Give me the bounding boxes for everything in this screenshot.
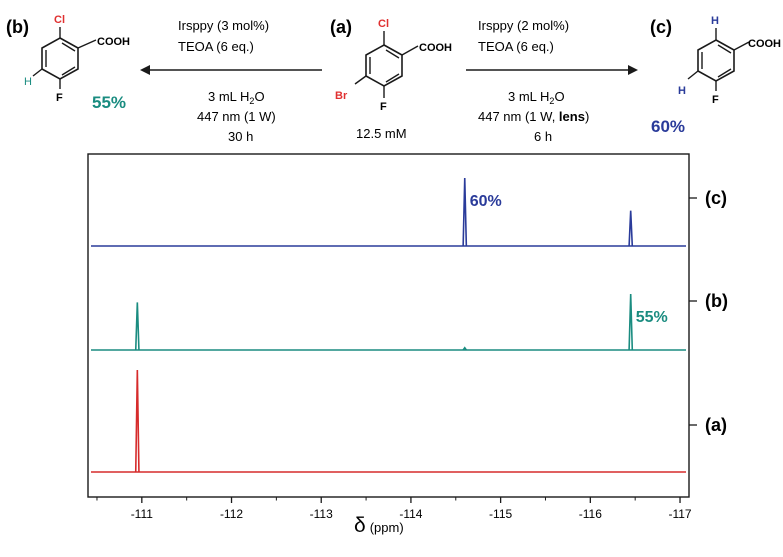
chlorine-atom-b: Cl <box>54 14 65 26</box>
series-label: (b) <box>705 291 728 311</box>
fluorine-atom-b: F <box>56 92 63 104</box>
left-catalyst: Irsppy (3 mol%) <box>178 18 269 33</box>
x-axis-label: δ (ppm) <box>354 514 404 537</box>
fluorine-atom-a: F <box>380 101 387 113</box>
plot-frame <box>87 153 690 498</box>
right-catalyst: Irsppy (2 mol%) <box>478 18 569 33</box>
peak-annotations: 60% 55% <box>470 193 668 326</box>
benzene-ring-a <box>365 44 403 87</box>
right-reaction-arrow: Irsppy (2 mol%) TEOA (6 eq.) 3 mL H2O 44… <box>466 18 638 144</box>
fluorine-atom-c: F <box>712 94 719 106</box>
peak-yield-annotation: 60% <box>470 193 502 210</box>
hydrogen-atom-b: H <box>24 76 32 88</box>
right-solvent: 3 mL H2O <box>508 89 565 106</box>
series-label: (c) <box>705 188 727 208</box>
benzene-ring-b <box>41 37 79 80</box>
spectrum-a <box>91 369 686 473</box>
hydrogen-atom-c-left: H <box>678 85 686 97</box>
left-reagent: TEOA (6 eq.) <box>178 39 254 54</box>
x-tick-label: -114 <box>399 507 422 521</box>
compound-b: (b) Cl COOH H F 55% <box>6 14 130 112</box>
compound-b-label: (b) <box>6 17 29 37</box>
right-time: 6 h <box>534 129 552 144</box>
spectrum-b <box>91 293 686 351</box>
carboxyl-group-b: COOH <box>97 36 130 48</box>
spectrum-traces <box>91 177 686 473</box>
compound-a: (a) Cl COOH Br F 12.5 mM <box>330 17 452 141</box>
left-reaction-arrow: Irsppy (3 mol%) TEOA (6 eq.) 3 mL H2O 44… <box>140 18 322 144</box>
carboxyl-group-c: COOH <box>748 38 781 50</box>
series-label-axis: (c) (b) (a) <box>689 188 728 435</box>
series-label: (a) <box>705 415 727 435</box>
x-tick-label: -111 <box>131 507 154 521</box>
chlorine-atom-a: Cl <box>378 18 389 30</box>
bromine-atom-a: Br <box>335 90 348 102</box>
x-tick-label: -113 <box>310 507 333 521</box>
right-reagent: TEOA (6 eq.) <box>478 39 554 54</box>
peak <box>628 210 634 247</box>
right-light: 447 nm (1 W, lens) <box>478 109 589 124</box>
hydrogen-atom-c-top: H <box>711 15 719 27</box>
left-time: 30 h <box>228 129 253 144</box>
peak <box>134 302 140 351</box>
left-solvent: 3 mL H2O <box>208 89 265 106</box>
yield-b: 55% <box>92 93 126 112</box>
left-light: 447 nm (1 W) <box>197 109 276 124</box>
compound-a-label: (a) <box>330 17 352 37</box>
compound-c-label: (c) <box>650 17 672 37</box>
peak-yield-annotation: 55% <box>636 309 668 326</box>
peak <box>628 293 634 351</box>
x-tick-label: -112 <box>220 507 243 521</box>
peak <box>462 177 468 247</box>
carboxyl-group-a: COOH <box>419 42 452 54</box>
benzene-ring-c <box>697 39 735 82</box>
x-tick-label: -117 <box>668 507 691 521</box>
yield-c: 60% <box>651 117 685 136</box>
spectrum-c <box>91 177 686 247</box>
nmr-plot: -111 -112 -113 -114 -115 -116 -117 60%55% (c)(… <box>87 153 728 537</box>
peak <box>134 369 140 473</box>
x-tick-label: -116 <box>579 507 602 521</box>
concentration-a: 12.5 mM <box>356 126 407 141</box>
peak <box>462 346 467 351</box>
compound-c: (c) H COOH H F 60% <box>650 15 781 136</box>
x-axis-ticks: -111 -112 -113 -114 -115 -116 -117 <box>96 497 692 521</box>
x-tick-label: -115 <box>489 507 512 521</box>
